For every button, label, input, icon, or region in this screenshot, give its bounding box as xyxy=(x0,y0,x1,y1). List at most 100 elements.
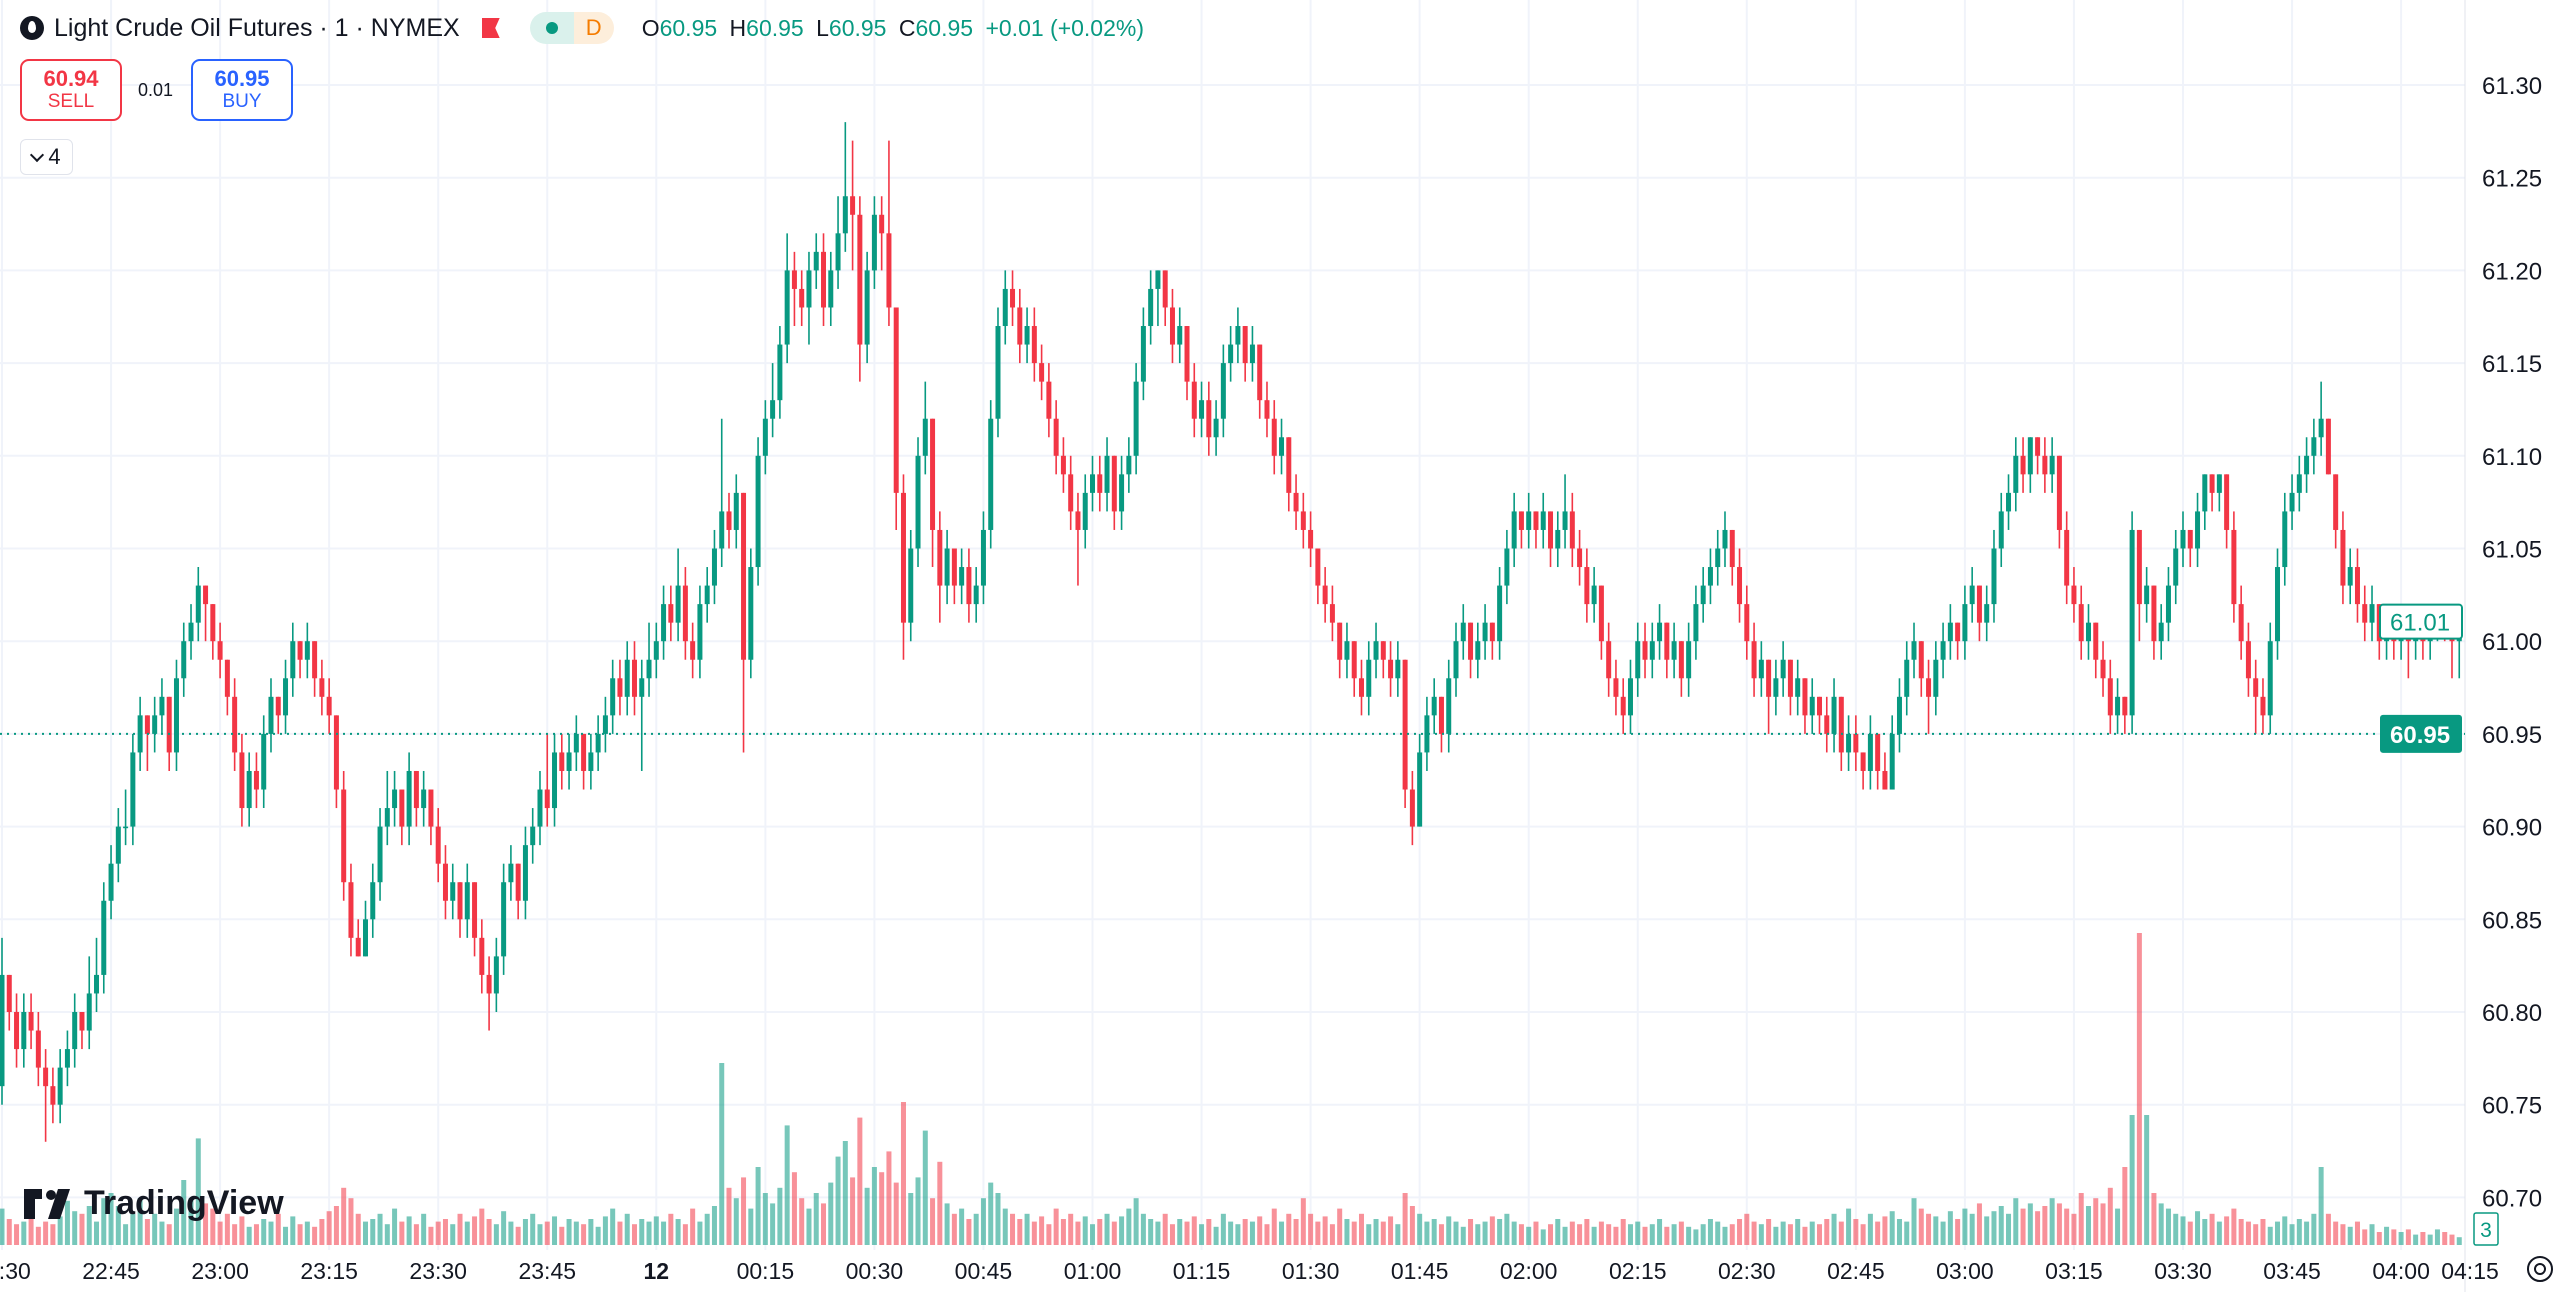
candle-body xyxy=(1351,641,1357,679)
volume-bar xyxy=(508,1221,514,1245)
time-tick-label: 04:00 xyxy=(2372,1258,2430,1284)
volume-bar xyxy=(1809,1221,1815,1245)
candle xyxy=(1896,678,1902,753)
volume-bar xyxy=(595,1226,601,1245)
volume-bar xyxy=(930,1198,936,1245)
volume-bar xyxy=(988,1182,994,1245)
volume-bar xyxy=(2384,1226,2390,1245)
candle xyxy=(581,733,587,790)
candle xyxy=(268,678,274,753)
volume-bar xyxy=(1417,1213,1423,1245)
volume-bar xyxy=(1518,1224,1524,1245)
volume-bar xyxy=(835,1156,841,1245)
candle-body xyxy=(1264,400,1270,419)
symbol-title[interactable]: Light Crude Oil Futures · 1 · NYMEX xyxy=(54,13,460,42)
candle-body xyxy=(188,622,194,642)
candle xyxy=(930,418,936,568)
candle-body xyxy=(1097,474,1103,493)
candle xyxy=(842,122,848,252)
logo-text: TradingView xyxy=(84,1184,284,1222)
volume-bar xyxy=(1533,1221,1539,1245)
volume-bar xyxy=(1795,1219,1801,1245)
candle xyxy=(1962,585,1968,660)
candle-body xyxy=(1017,307,1023,345)
volume-bar xyxy=(966,1219,972,1245)
volume-bar xyxy=(900,1102,906,1245)
volume-bar xyxy=(1548,1224,1554,1245)
volume-bar xyxy=(1257,1216,1263,1245)
candle xyxy=(486,956,492,1031)
volume-bar xyxy=(1722,1226,1728,1245)
candle xyxy=(617,659,623,716)
candle xyxy=(1097,455,1103,512)
market-status[interactable]: D xyxy=(529,12,614,44)
candle xyxy=(1213,400,1219,456)
candle-body xyxy=(1569,511,1575,549)
volume-bar xyxy=(377,1213,383,1245)
candle-body xyxy=(1904,659,1910,697)
candle-body xyxy=(1817,696,1822,716)
candle-body xyxy=(2151,585,2157,642)
candle-body xyxy=(1344,641,1350,660)
candle-body xyxy=(682,585,688,642)
candle xyxy=(980,511,986,605)
flag-icon[interactable] xyxy=(481,18,500,38)
candle xyxy=(602,696,608,753)
volume-bar xyxy=(1780,1221,1786,1245)
candle-body xyxy=(14,1012,20,1050)
volume-bar xyxy=(995,1193,1001,1245)
buy-label: BUY xyxy=(222,90,262,112)
volume-bar xyxy=(1947,1211,1953,1245)
candle-body xyxy=(1090,474,1095,493)
candle-body xyxy=(1911,641,1917,660)
candle-body xyxy=(900,492,906,623)
price-tick-label: 61.00 xyxy=(2482,629,2542,656)
candle-body xyxy=(530,826,536,846)
volume-bar xyxy=(1613,1226,1619,1245)
volume-bar xyxy=(2122,1167,2128,1245)
candle-body xyxy=(2224,474,2230,530)
candle xyxy=(1264,381,1270,438)
candle xyxy=(1969,567,1975,623)
candle-body xyxy=(1322,585,1328,605)
candle xyxy=(2122,696,2128,734)
candle-body xyxy=(2216,474,2222,493)
buy-price: 60.95 xyxy=(214,66,270,92)
indicators-toggle[interactable]: 4 xyxy=(20,139,73,175)
candle xyxy=(406,752,412,846)
candle-body xyxy=(457,882,463,920)
volume-bar xyxy=(1664,1226,1670,1245)
volume-bar xyxy=(1242,1219,1248,1245)
candle-body xyxy=(1657,622,1663,642)
buy-button[interactable]: 60.95 BUY xyxy=(191,59,293,121)
volume-bar xyxy=(1911,1198,1917,1245)
volume-bar xyxy=(333,1206,339,1245)
tradingview-logo[interactable]: TradingView xyxy=(24,1184,284,1223)
sell-button[interactable]: 60.94 SELL xyxy=(20,59,122,121)
candle xyxy=(1526,492,1532,549)
volume-bar xyxy=(617,1221,623,1245)
volume-bar xyxy=(2405,1229,2411,1245)
candle xyxy=(1068,455,1074,530)
candle xyxy=(1126,437,1132,493)
candle xyxy=(624,641,630,716)
candle xyxy=(348,863,354,957)
volume-bar xyxy=(1133,1198,1139,1245)
candle-body xyxy=(1526,511,1532,530)
chart-settings-icon[interactable] xyxy=(2527,1256,2553,1282)
price-axis[interactable]: 61.30 61.25 61.20 61.15 61.10 61.05 61.00 60.95… xyxy=(2379,73,2542,1246)
volume-bar xyxy=(2056,1203,2062,1245)
candle xyxy=(1715,529,1721,586)
volume-bar xyxy=(2129,1115,2135,1245)
candle xyxy=(1111,455,1117,530)
candle-body xyxy=(159,696,165,716)
time-axis[interactable]: 22:30 22:45 23:00 23:15 23:30 23:45 12 00:15 00:… xyxy=(0,1258,2499,1284)
volume-bar xyxy=(1766,1219,1772,1245)
volume-bar xyxy=(639,1219,645,1245)
candle xyxy=(304,622,310,679)
candle xyxy=(464,863,470,938)
volume-bar xyxy=(101,1198,107,1245)
volume-bar xyxy=(908,1193,914,1245)
candle-body xyxy=(951,548,957,586)
